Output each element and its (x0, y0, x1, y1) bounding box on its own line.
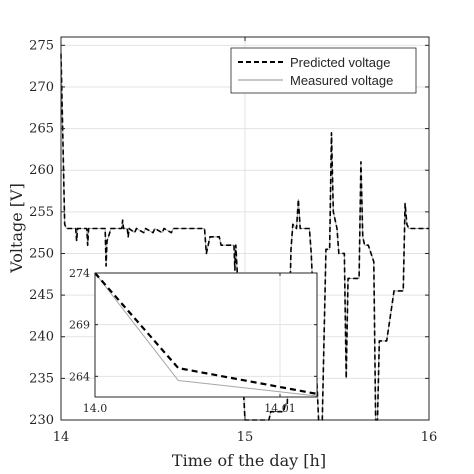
predicted-voltage-line (94, 272, 318, 395)
inset-zoom-plot: 14.0 14.01 264 269 274 (69, 267, 318, 415)
x-tick-label: 14.0 (83, 402, 108, 415)
legend-label-predicted: Predicted voltage (290, 55, 390, 70)
y-tick-label: 240 (29, 330, 54, 345)
x-tick-label: 14.01 (264, 402, 296, 415)
main-axis-ticks: 14 15 16 230 235 240 245 250 255 260 265 270 275 (29, 37, 437, 445)
legend-box (230, 47, 417, 94)
legend: Predicted voltage Measured voltage (230, 47, 417, 94)
measured-voltage-line (94, 272, 318, 397)
legend-label-measured: Measured voltage (290, 73, 393, 88)
x-tick-label: 15 (237, 430, 254, 445)
y-tick-label: 275 (29, 38, 54, 53)
y-tick-label: 230 (29, 413, 54, 428)
y-tick-label: 274 (69, 267, 90, 280)
y-tick-label: 235 (29, 371, 54, 386)
x-axis-label: Time of the day [h] (172, 451, 326, 470)
y-axis-label: Voltage [V] (7, 183, 26, 274)
y-tick-label: 264 (69, 370, 90, 383)
y-tick-label: 269 (69, 319, 90, 332)
x-tick-label: 16 (421, 430, 438, 445)
y-tick-label: 245 (29, 288, 54, 303)
inset-axis-ticks: 14.0 14.01 264 269 274 (69, 267, 317, 415)
inset-background (95, 273, 317, 397)
y-tick-label: 255 (29, 205, 54, 220)
inset-series (94, 272, 318, 397)
y-tick-label: 260 (29, 163, 54, 178)
x-tick-label: 14 (53, 430, 70, 445)
inset-plot-frame (94, 272, 318, 398)
y-tick-label: 265 (29, 122, 54, 137)
y-tick-label: 250 (29, 246, 54, 261)
y-tick-label: 270 (29, 80, 54, 95)
